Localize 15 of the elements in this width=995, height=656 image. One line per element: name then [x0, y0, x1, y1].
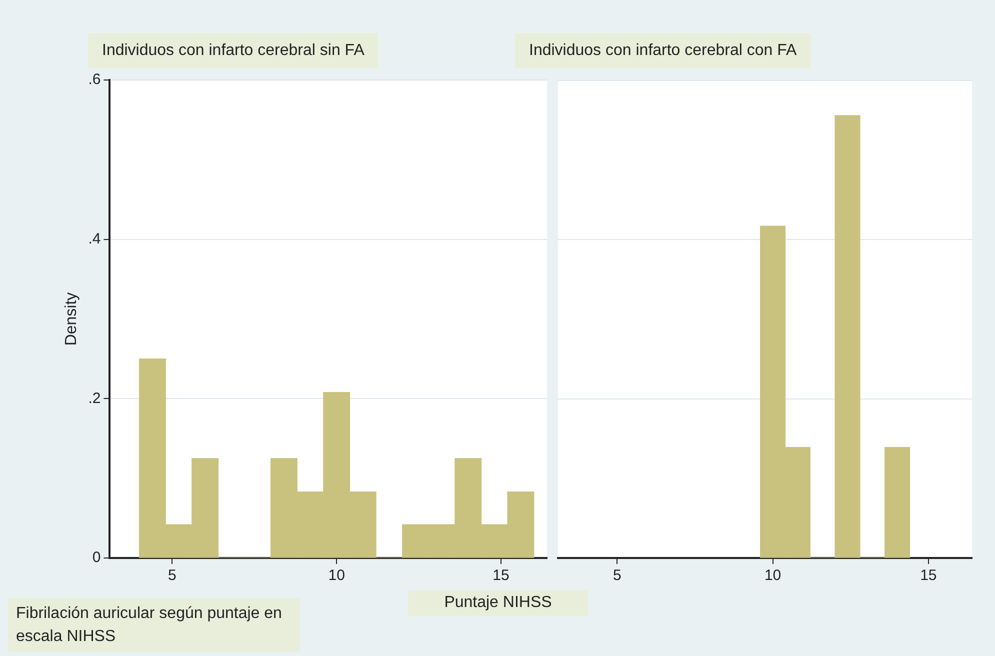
y-tick-label: .2	[88, 390, 101, 407]
chart-title: Individuos con infarto cerebral sin FA	[88, 33, 378, 68]
y-tick-label: .6	[88, 71, 101, 88]
x-tick-label: 15	[920, 567, 937, 584]
y-axis-title: Density	[63, 292, 80, 346]
x-axis-title: Puntaje NIHSS	[408, 590, 588, 616]
y-tick-label: 0	[92, 549, 101, 566]
x-tick-label: 5	[612, 567, 622, 584]
x-tick-label: 5	[168, 567, 176, 584]
x-tick-label: 15	[492, 567, 510, 584]
chart-title: Individuos con infarto cerebral con FA	[515, 33, 811, 68]
x-tick-label: 10	[764, 567, 782, 584]
y-tick-label: .4	[88, 230, 101, 248]
x-tick-label: 10	[328, 567, 345, 584]
text: Fibrilación auricular según puntaje en escala NIHSS	[8, 598, 300, 652]
